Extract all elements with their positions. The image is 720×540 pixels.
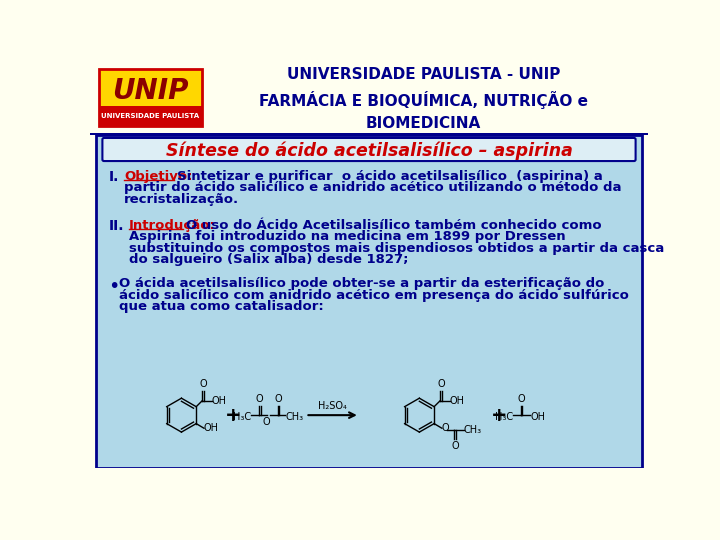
Text: UNIVERSIDADE PAULISTA: UNIVERSIDADE PAULISTA	[102, 113, 199, 119]
Text: OH: OH	[530, 413, 545, 422]
Text: OH: OH	[204, 423, 219, 433]
Text: O: O	[451, 441, 459, 451]
Bar	[90, 65, 648, 132]
Text: O: O	[256, 394, 264, 403]
Text: ácido salicílico com anidrido acético em presença do ácido sulfúrico: ácido salicílico com anidrido acético em…	[120, 289, 629, 302]
Text: Aspirina foi introduzido na medicina em 1899 por Dressen: Aspirina foi introduzido na medicina em …	[129, 231, 565, 244]
Bar	[99, 69, 202, 126]
Text: H₃C: H₃C	[233, 413, 251, 422]
Text: O: O	[199, 379, 207, 389]
Text: do salgueiro (Salix alba) desde 1827;: do salgueiro (Salix alba) desde 1827;	[129, 253, 408, 266]
Text: Síntese do ácido acetilsalisílico – aspirina: Síntese do ácido acetilsalisílico – aspi…	[166, 141, 572, 159]
Text: OH: OH	[450, 395, 464, 406]
Text: Sintetizar e purificar  o ácido acetilsalisílico  (aspirina) a: Sintetizar e purificar o ácido acetilsal…	[177, 170, 603, 183]
Text: O: O	[274, 394, 282, 403]
Bar	[90, 468, 648, 481]
Text: substituindo os compostos mais dispendiosos obtidos a partir da casca: substituindo os compostos mais dispendio…	[129, 242, 664, 255]
Text: II.: II.	[109, 219, 124, 233]
Text: I.: I.	[109, 170, 119, 184]
Text: O: O	[518, 394, 526, 403]
Text: CH₃: CH₃	[464, 425, 482, 435]
Text: Introdução:: Introdução:	[129, 219, 215, 232]
Text: O: O	[437, 379, 445, 389]
Text: O: O	[263, 417, 271, 428]
Text: •: •	[109, 278, 120, 296]
Text: OH: OH	[212, 395, 227, 406]
Text: Objetivo:: Objetivo:	[124, 170, 193, 183]
Bar	[96, 135, 642, 468]
Bar	[99, 106, 202, 126]
Text: UNIVERSIDADE PAULISTA - UNIP
FARMÁCIA E BIOQUÍMICA, NUTRIÇÃO e
BIOMEDICINA: UNIVERSIDADE PAULISTA - UNIP FARMÁCIA E …	[258, 66, 588, 131]
FancyBboxPatch shape	[102, 138, 636, 161]
Text: H₂SO₄: H₂SO₄	[318, 401, 347, 410]
Text: O uso do Ácido Acetilsalisílico também conhecido como: O uso do Ácido Acetilsalisílico também c…	[186, 219, 602, 232]
Text: H₃C: H₃C	[495, 413, 513, 422]
Text: +: +	[491, 406, 508, 424]
Bar	[90, 132, 648, 135]
Text: O ácida acetilsalisílico pode obter-se a partir da esterificação do: O ácida acetilsalisílico pode obter-se a…	[120, 278, 605, 291]
Text: partir do ácido salicílico e anidrido acético utilizando o método da: partir do ácido salicílico e anidrido ac…	[124, 181, 621, 194]
Text: que atua como catalisador:: que atua como catalisador:	[120, 300, 324, 313]
Text: UNIP: UNIP	[112, 77, 189, 105]
Text: CH₃: CH₃	[285, 413, 303, 422]
Text: +: +	[225, 406, 242, 424]
Text: O: O	[442, 423, 449, 433]
Text: recristalização.: recristalização.	[124, 193, 239, 206]
